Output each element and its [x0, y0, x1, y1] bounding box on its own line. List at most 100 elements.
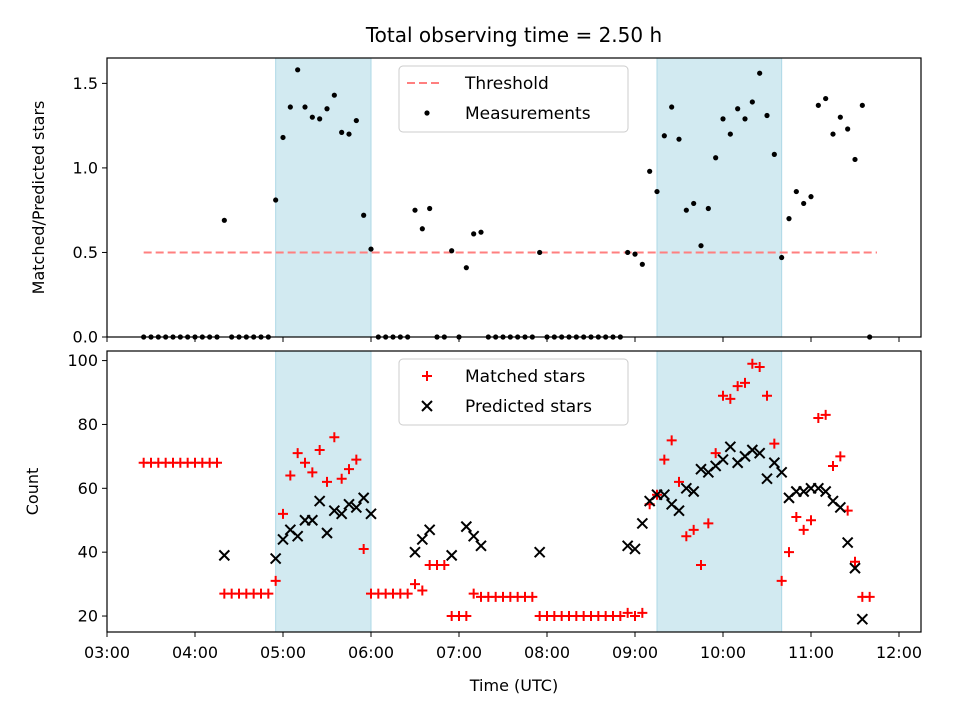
measurement-point-26: [324, 106, 330, 112]
matched-stars-point-75: [681, 531, 692, 542]
matched-stars-point-21: [285, 470, 296, 481]
measurement-point-74: [676, 136, 682, 142]
measurement-point-76: [691, 200, 697, 207]
measurement-point-89: [786, 216, 792, 222]
bot-y-tick-label-2: 40: [78, 543, 98, 562]
measurement-point-20: [280, 134, 286, 141]
predicted-stars-point-45: [775, 466, 788, 479]
matched-stars-point-73: [666, 435, 677, 446]
matched-stars-point-83: [740, 377, 750, 388]
predicted-stars-point-44: [768, 457, 781, 469]
predicted-stars-point-16: [409, 546, 421, 558]
matched-stars-point-45: [461, 611, 472, 622]
matched-stars-point-84: [747, 358, 758, 369]
bot-legend-label-1: Matched stars: [465, 367, 585, 387]
measurement-point-90: [793, 188, 799, 195]
predicted-stars-point-50: [812, 482, 825, 495]
predicted-stars-point-17: [416, 533, 429, 546]
top-y-axis-label: Matched/Predicted stars: [29, 101, 48, 295]
matched-stars-point-66: [615, 611, 626, 622]
matched-stars-point-39: [417, 585, 428, 596]
predicted-stars-point-20: [460, 520, 473, 533]
bot-legend-box: [398, 358, 629, 426]
matched-stars-point-76: [688, 524, 699, 535]
measurement-point-75: [683, 207, 689, 213]
matched-stars-point-24: [307, 467, 318, 478]
matched-stars-point-78: [703, 518, 714, 529]
measurement-point-30: [353, 117, 359, 124]
matched-stars-point-29: [344, 464, 354, 475]
bot-y-tick-label-5: 100: [67, 351, 98, 370]
measurement-point-73: [669, 104, 675, 110]
top-legend-label-2: Measurements: [465, 104, 591, 124]
matched-stars-point-22: [292, 448, 303, 459]
top-legend: Threshold Measurements: [398, 65, 629, 133]
measurement-point-43: [449, 248, 455, 254]
predicted-stars-point-38: [724, 441, 737, 453]
matched-stars-point-96: [835, 451, 846, 462]
measurement-point-87: [771, 151, 777, 157]
matched-stars-point-89: [784, 547, 794, 558]
predicted-stars-point-54: [841, 536, 854, 549]
measurement-point-12: [221, 217, 227, 223]
matched-stars-point-77: [696, 559, 706, 570]
measurement-point-23: [302, 104, 308, 110]
predicted-stars-point-1: [218, 549, 231, 562]
measurement-point-68: [632, 251, 638, 257]
predicted-stars-point-18: [423, 524, 436, 536]
predicted-stars-point-5: [291, 530, 304, 542]
matched-stars-point-90: [791, 512, 802, 523]
x-tick-label-7: 09:00: [612, 643, 658, 662]
predicted-stars-point-31: [673, 504, 685, 517]
predicted-stars-point-9: [321, 527, 333, 539]
matched-stars-point-79: [710, 448, 721, 459]
x-tick-label-8: 10:00: [700, 643, 746, 662]
predicted-stars-point-26: [636, 517, 649, 530]
predicted-stars-point-41: [746, 444, 759, 456]
matched-stars-point-11: [212, 457, 222, 468]
measurement-point-78: [705, 205, 711, 212]
predicted-stars-point-55: [849, 562, 861, 574]
measurement-point-24: [309, 114, 315, 120]
measurement-point-80: [720, 116, 726, 122]
measurement-point-95: [830, 131, 836, 137]
x-tick-label-5: 07:00: [436, 643, 482, 662]
predicted-stars-point-51: [819, 485, 832, 498]
matched-stars-point-98: [850, 556, 860, 567]
measurement-point-45: [463, 265, 469, 271]
measurement-point-39: [419, 226, 425, 232]
predicted-stars-point-12: [343, 498, 355, 510]
x-tick-label-2: 04:00: [172, 643, 218, 662]
matched-stars-point-25: [314, 444, 325, 455]
measurement-point-46: [471, 231, 477, 237]
measurement-point-22: [295, 67, 301, 73]
bot-legend-label-2: Predicted stars: [465, 397, 592, 417]
top-y-tick-label-4: 1.5: [73, 74, 98, 93]
legend-matched-swatch: [422, 371, 432, 381]
matched-stars-point-68: [630, 611, 640, 622]
legend-measurements-swatch: [424, 110, 430, 116]
matched-stars-point-80: [718, 390, 728, 401]
measurement-point-77: [698, 243, 704, 249]
matched-stars-point-18: [263, 588, 274, 599]
measurement-point-84: [749, 99, 755, 105]
predicted-stars-point-34: [695, 463, 707, 475]
predicted-stars-point-21: [467, 530, 480, 542]
predicted-stars-point-22: [475, 540, 487, 552]
matched-stars-point-26: [322, 476, 332, 487]
measurement-point-81: [727, 131, 733, 137]
measurement-point-69: [639, 261, 645, 267]
matched-stars-point-87: [769, 438, 780, 449]
measurement-point-28: [339, 129, 345, 135]
predicted-stars-point-7: [306, 514, 319, 526]
bot-shaded-interval-2: [656, 350, 783, 633]
matched-stars-point-31: [358, 543, 369, 554]
measurement-point-19: [273, 197, 279, 203]
measurement-point-98: [852, 156, 858, 163]
measurement-point-38: [412, 207, 418, 213]
measurement-point-85: [757, 70, 763, 76]
bot-shaded-interval-1: [275, 350, 372, 633]
measurement-point-94: [823, 95, 829, 102]
bottom-plot-frame: [106, 350, 922, 633]
x-tick-label-6: 08:00: [524, 643, 570, 662]
